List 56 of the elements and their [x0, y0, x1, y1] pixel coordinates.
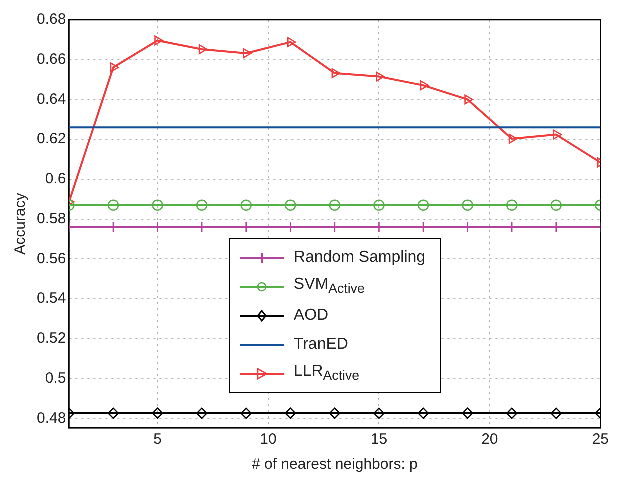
point — [196, 200, 208, 212]
point — [508, 134, 518, 144]
y-tick-label: 0.68 — [36, 11, 66, 28]
y-tick-label: 0.66 — [36, 51, 66, 68]
point — [376, 72, 385, 82]
point — [462, 200, 474, 212]
x-tick-label: 20 — [482, 431, 498, 448]
x-tick-label: 25 — [592, 431, 609, 448]
y-tick-label: 0.6 — [45, 170, 66, 188]
point — [374, 200, 385, 212]
point — [506, 408, 518, 420]
point — [506, 200, 518, 212]
legend-label: Random Sampling — [294, 248, 426, 266]
point — [332, 68, 341, 78]
y-tick-label: 0.58 — [36, 210, 66, 228]
point — [462, 408, 474, 420]
point — [198, 44, 208, 54]
point — [240, 200, 252, 212]
point — [287, 37, 296, 48]
legend-label: LLR$_{Active}$ — [294, 363, 360, 384]
y-tick-label: 0.54 — [36, 290, 66, 308]
point — [550, 200, 562, 212]
point — [152, 408, 164, 420]
y-tick-label: 0.52 — [36, 330, 66, 348]
x-tick-label: 15 — [370, 431, 388, 448]
x-tick-label: 5 — [154, 431, 162, 448]
point — [152, 200, 164, 212]
point — [418, 200, 430, 212]
point — [243, 48, 252, 58]
point — [110, 62, 120, 73]
point — [108, 408, 120, 420]
point — [550, 408, 562, 420]
y-axis-title: Accuracy — [12, 192, 30, 255]
legend-label: AOD — [294, 306, 329, 324]
x-tick-label: 10 — [260, 431, 277, 448]
point — [418, 408, 430, 420]
point — [329, 200, 341, 212]
y-tick-label: 0.64 — [36, 90, 66, 108]
point — [553, 130, 562, 140]
point — [329, 408, 341, 420]
point — [374, 408, 385, 420]
point — [284, 200, 296, 212]
y-tick-label: 0.62 — [36, 130, 66, 148]
point — [196, 408, 208, 420]
legend-label: TranED — [294, 336, 348, 354]
point — [154, 36, 164, 46]
point — [240, 408, 252, 420]
y-tick-label: 0.5 — [45, 370, 66, 387]
y-tick-label: 0.48 — [36, 410, 66, 427]
y-tick-label: 0.56 — [36, 250, 66, 268]
point — [464, 94, 474, 105]
point — [420, 80, 430, 91]
point — [284, 408, 296, 420]
point — [108, 200, 120, 212]
legend-label: SVM$_{Active}$ — [294, 276, 365, 297]
x-axis-title: # of nearest neighbors: p — [252, 456, 418, 474]
